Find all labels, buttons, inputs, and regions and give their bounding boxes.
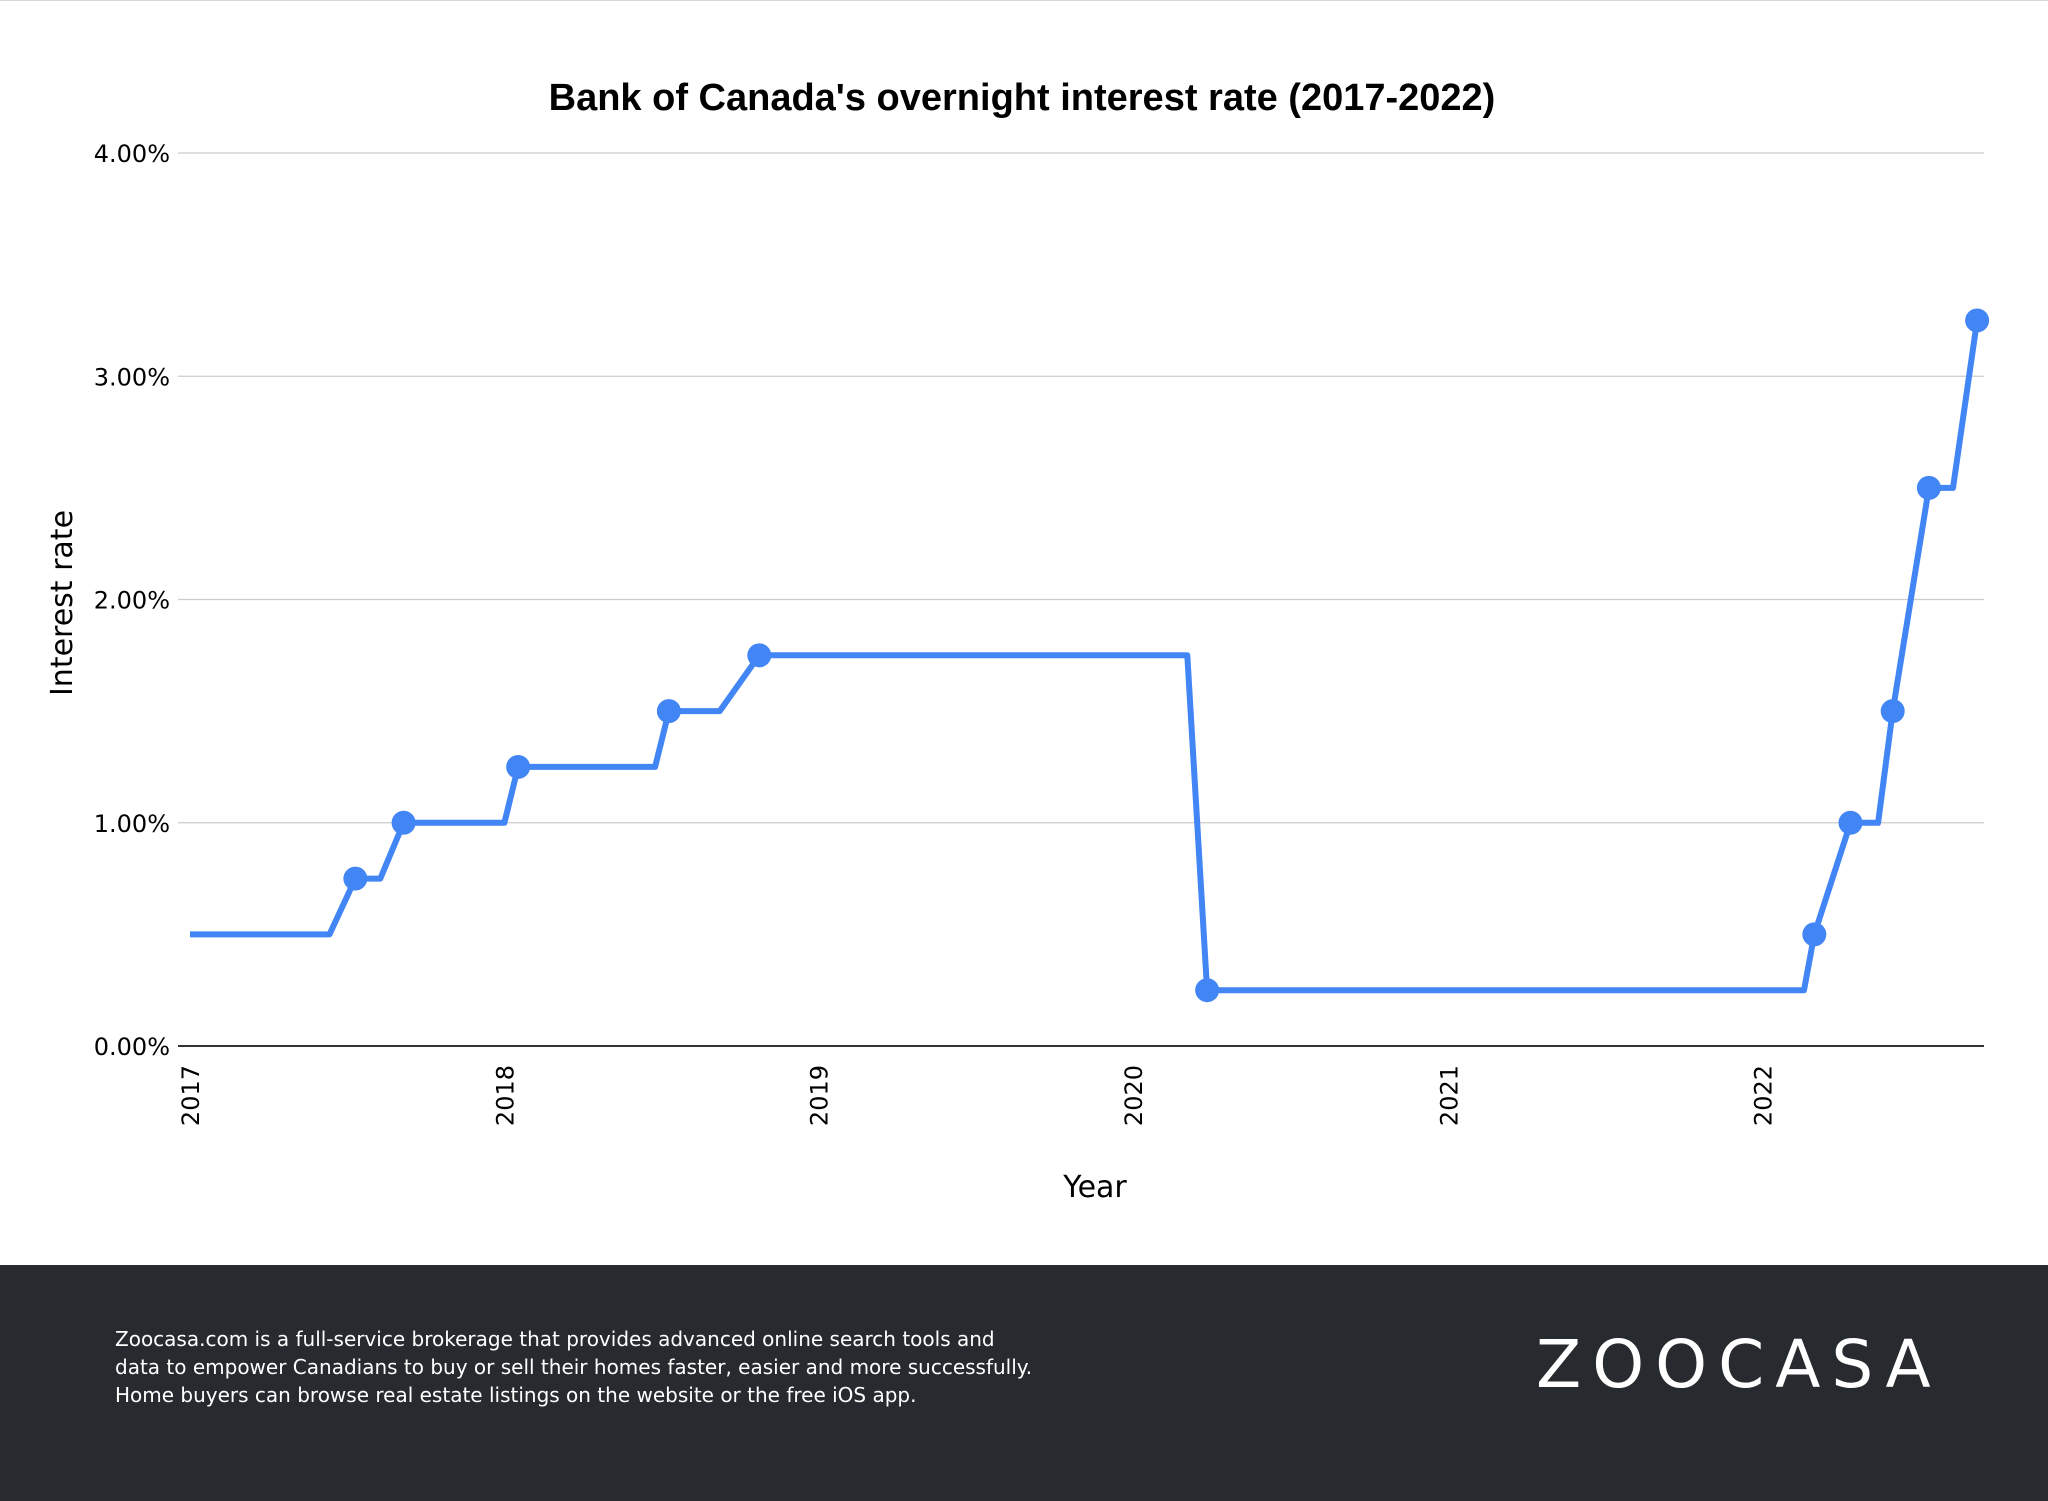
rate-change-point: [747, 643, 772, 668]
y-tick-label: 3.00%: [94, 363, 170, 391]
rate-change-point: [1880, 699, 1905, 724]
x-tick-label: 2020: [1120, 1065, 1148, 1126]
rate-change-point: [1802, 922, 1827, 947]
top-divider: [0, 0, 2048, 1]
rate-change-point: [343, 866, 368, 891]
rate-change-point: [1838, 810, 1863, 835]
y-tick-label: 0.00%: [94, 1033, 170, 1061]
x-tick-label: 2019: [806, 1065, 834, 1126]
rate-change-point: [656, 699, 681, 724]
x-axis-title: Year: [1062, 1170, 1127, 1205]
series-layer: [190, 308, 1990, 1003]
footer: Zoocasa.com is a full-service brokerage …: [0, 1265, 2048, 1501]
rate-line: [190, 319, 1981, 994]
rate-change-point: [1195, 978, 1220, 1003]
rate-change-point: [1916, 475, 1941, 500]
footer-description: Zoocasa.com is a full-service brokerage …: [115, 1325, 1033, 1409]
y-tick-labels: 0.00% 1.00% 2.00% 3.00% 4.00%: [94, 140, 170, 1061]
footer-line: Home buyers can browse real estate listi…: [115, 1383, 917, 1407]
x-tick-label: 2021: [1435, 1065, 1463, 1126]
x-tick-label: 2018: [491, 1065, 519, 1126]
footer-line: data to empower Canadians to buy or sell…: [115, 1355, 1033, 1379]
y-tick-label: 1.00%: [94, 810, 170, 838]
rate-change-point: [1965, 308, 1990, 333]
zoocasa-logo: ZOOCASA: [1536, 1326, 1942, 1403]
x-tick-label: 2017: [177, 1065, 205, 1126]
rate-change-point: [506, 754, 531, 779]
interest-rate-chart: Bank of Canada's overnight interest rate…: [45, 77, 1990, 1205]
x-tick-label: 2022: [1750, 1065, 1778, 1126]
y-axis-title: Interest rate: [45, 510, 80, 696]
y-tick-label: 2.00%: [94, 587, 170, 615]
gridlines: [178, 152, 1984, 1047]
chart-title: Bank of Canada's overnight interest rate…: [549, 77, 1496, 119]
y-tick-label: 4.00%: [94, 140, 170, 168]
rate-change-point: [391, 810, 416, 835]
x-tick-labels: 2017 2018 2019 2020 2021 2022: [177, 1065, 1778, 1126]
footer-line: Zoocasa.com is a full-service brokerage …: [115, 1327, 995, 1351]
